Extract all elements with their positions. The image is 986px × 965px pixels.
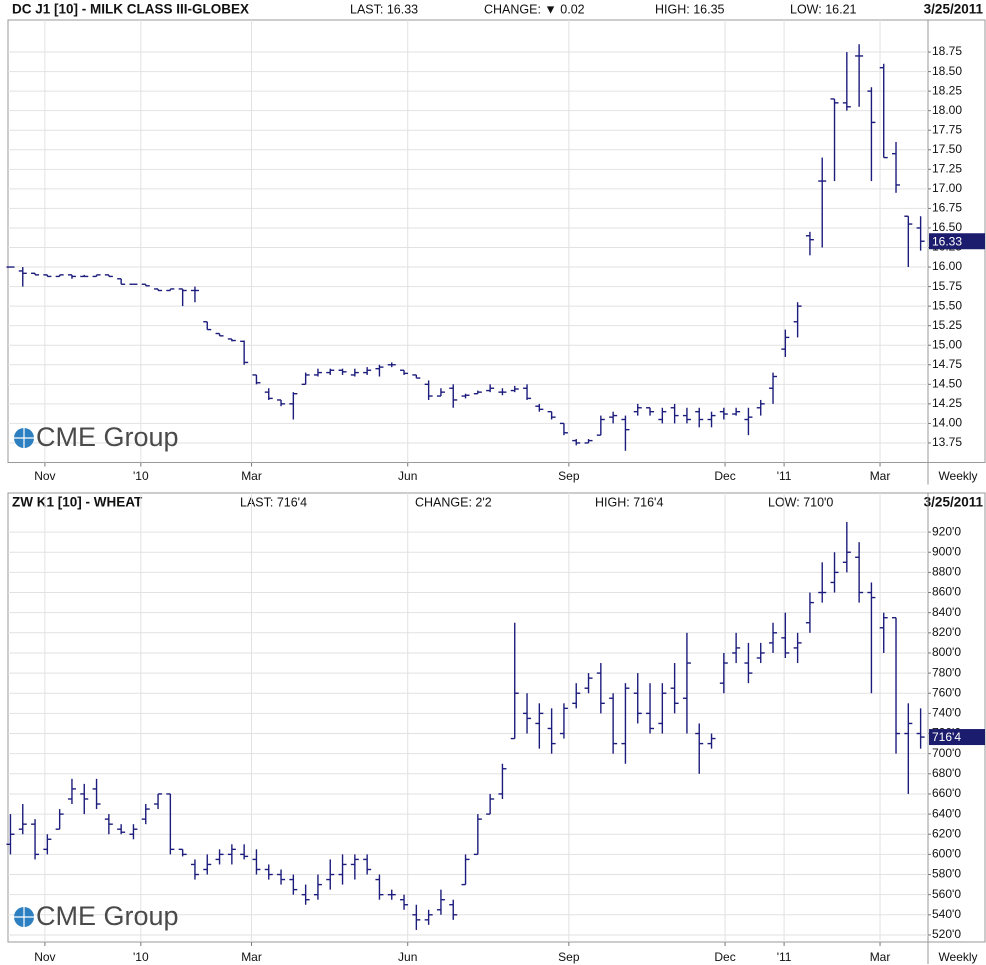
header-high-label: HIGH: 16.35 xyxy=(655,2,725,16)
y-tick-label: 15.75 xyxy=(932,279,962,293)
y-tick-label: 18.00 xyxy=(932,103,962,117)
y-tick-label: 860'0 xyxy=(932,585,961,599)
x-tick-label: Jun xyxy=(398,469,417,483)
header-date: 3/25/2011 xyxy=(924,495,984,510)
y-tick-label: 14.25 xyxy=(932,396,962,410)
y-tick-label: 880'0 xyxy=(932,565,961,579)
last-price-tag xyxy=(929,233,985,250)
y-tick-label: 18.25 xyxy=(932,83,962,97)
header-date: 3/25/2011 xyxy=(924,2,984,17)
y-tick-label: 660'0 xyxy=(932,786,961,800)
y-tick-label: 16.75 xyxy=(932,201,962,215)
header-change: CHANGE: ▼ 0.02 xyxy=(484,2,585,16)
x-tick-label: Sep xyxy=(558,950,580,964)
y-tick-label: 920'0 xyxy=(932,524,961,538)
x-tick-label: Nov xyxy=(34,950,55,964)
y-tick-label: 14.50 xyxy=(932,376,962,390)
watermark: CME Group xyxy=(36,422,179,452)
header-low-label: LOW: 16.21 xyxy=(790,2,857,16)
plot-frame xyxy=(7,492,986,943)
x-tick-label: '10 xyxy=(133,950,149,964)
x-tick-label: '11 xyxy=(777,469,792,483)
x-tick-label: Nov xyxy=(34,469,55,483)
last-price-label: 16.33 xyxy=(932,234,962,248)
y-tick-label: 17.50 xyxy=(932,142,962,156)
y-tick-label: 760'0 xyxy=(932,685,961,699)
y-tick-label: 520'0 xyxy=(932,927,961,941)
x-tick-label: Dec xyxy=(714,950,735,964)
last-price-tag xyxy=(929,729,985,746)
x-tick-label: '10 xyxy=(133,469,149,483)
x-tick-label: Mar xyxy=(870,950,891,964)
y-tick-label: 16.50 xyxy=(932,220,962,234)
y-tick-label: 18.50 xyxy=(932,64,962,78)
y-tick-label: 15.00 xyxy=(932,337,962,351)
y-tick-label: 16.00 xyxy=(932,259,962,273)
y-tick-label: 800'0 xyxy=(932,645,961,659)
header-last: LAST: 716'4 xyxy=(240,495,307,509)
logo-globe-lines xyxy=(14,907,34,927)
x-axis-label: Weekly xyxy=(938,950,977,964)
y-tick-label: 560'0 xyxy=(932,887,961,901)
chart-title: ZW K1 [10] - WHEAT xyxy=(12,495,143,510)
y-tick-label: 740'0 xyxy=(932,706,961,720)
y-tick-label: 17.00 xyxy=(932,181,962,195)
y-tick-label: 17.75 xyxy=(932,122,962,136)
x-axis-label: Weekly xyxy=(938,469,977,483)
x-tick-label: Dec xyxy=(714,469,735,483)
header-low-label: LOW: 710'0 xyxy=(768,495,833,509)
header-change: CHANGE: 2'2 xyxy=(415,495,492,509)
y-tick-label: 15.50 xyxy=(932,298,962,312)
y-tick-label: 840'0 xyxy=(932,605,961,619)
y-tick-label: 600'0 xyxy=(932,847,961,861)
x-tick-label: '11 xyxy=(777,950,792,964)
y-tick-label: 700'0 xyxy=(932,746,961,760)
header-last: LAST: 16.33 xyxy=(350,2,418,16)
y-tick-label: 14.75 xyxy=(932,357,962,371)
y-tick-label: 14.00 xyxy=(932,416,962,430)
y-tick-label: 640'0 xyxy=(932,806,961,820)
chart-title: DC J1 [10] - MILK CLASS III-GLOBEX xyxy=(12,2,249,17)
watermark: CME Group xyxy=(36,901,179,931)
logo-globe-lines xyxy=(14,428,34,448)
y-tick-label: 680'0 xyxy=(932,766,961,780)
y-tick-label: 15.25 xyxy=(932,318,962,332)
y-tick-label: 900'0 xyxy=(932,544,961,558)
header-high-label: HIGH: 716'4 xyxy=(595,495,663,509)
y-tick-label: 620'0 xyxy=(932,826,961,840)
y-tick-label: 580'0 xyxy=(932,867,961,881)
x-tick-label: Mar xyxy=(241,950,262,964)
y-tick-label: 18.75 xyxy=(932,44,962,58)
y-tick-label: 17.25 xyxy=(932,161,962,175)
x-tick-label: Mar xyxy=(241,469,262,483)
x-tick-label: Sep xyxy=(558,469,580,483)
x-tick-label: Jun xyxy=(398,950,417,964)
y-tick-label: 13.75 xyxy=(932,435,962,449)
y-tick-label: 820'0 xyxy=(932,625,961,639)
x-tick-label: Mar xyxy=(870,469,891,483)
last-price-label: 716'4 xyxy=(932,730,961,744)
y-tick-label: 540'0 xyxy=(932,907,961,921)
y-tick-label: 780'0 xyxy=(932,665,961,679)
